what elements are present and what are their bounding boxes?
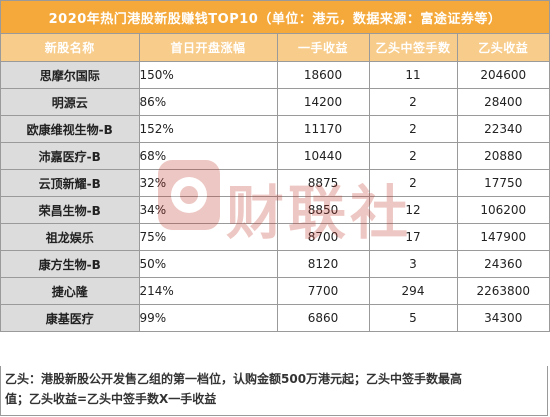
cell-stock-name: 荣昌生物-B bbox=[1, 196, 140, 224]
cell-stock-name: 祖龙娱乐 bbox=[1, 223, 140, 251]
cell-total-gain: 28400 bbox=[456, 88, 549, 116]
cell-lot-gain: 14200 bbox=[276, 88, 370, 116]
cell-total-gain: 147900 bbox=[456, 223, 549, 251]
cell-hands: 11 bbox=[368, 61, 458, 89]
spreadsheet: 2020年热门港股新股赚钱TOP10（单位：港元，数据来源：富途证券等） 新股名… bbox=[0, 0, 550, 332]
cell-open-gain: 50% bbox=[138, 250, 278, 278]
header-hands: 乙头中签手数 bbox=[368, 34, 458, 62]
footnote-line-2: 值；乙头收益=乙头中签手数X一手收益 bbox=[5, 392, 217, 406]
cell-open-gain: 99% bbox=[138, 304, 278, 332]
cell-total-gain: 204600 bbox=[456, 61, 549, 89]
cell-hands: 2 bbox=[368, 88, 458, 116]
cell-hands: 294 bbox=[368, 277, 458, 305]
footnote: 乙头：港股新股公开发售乙组的第一档位，认购金额500万港元起；乙头中签手数最高 … bbox=[0, 366, 548, 416]
cell-stock-name: 云顶新耀-B bbox=[1, 169, 140, 197]
cell-total-gain: 20880 bbox=[456, 142, 549, 170]
cell-stock-name: 捷心隆 bbox=[1, 277, 140, 305]
cell-open-gain: 68% bbox=[138, 142, 278, 170]
cell-stock-name: 欧康维视生物-B bbox=[1, 115, 140, 143]
cell-total-gain: 24360 bbox=[456, 250, 549, 278]
cell-lot-gain: 8700 bbox=[276, 223, 370, 251]
footnote-line-1: 乙头：港股新股公开发售乙组的第一档位，认购金额500万港元起；乙头中签手数最高 bbox=[5, 372, 463, 386]
cell-open-gain: 152% bbox=[138, 115, 278, 143]
cell-hands: 2 bbox=[368, 115, 458, 143]
cell-stock-name: 思摩尔国际 bbox=[1, 61, 140, 89]
cell-open-gain: 86% bbox=[138, 88, 278, 116]
cell-total-gain: 34300 bbox=[456, 304, 549, 332]
cell-lot-gain: 6860 bbox=[276, 304, 370, 332]
table-row: 祖龙娱乐 75% 8700 17 147900 bbox=[1, 223, 549, 251]
cell-hands: 3 bbox=[368, 250, 458, 278]
table-row: 明源云 86% 14200 2 28400 bbox=[1, 88, 549, 116]
header-name: 新股名称 bbox=[1, 34, 140, 62]
cell-lot-gain: 11170 bbox=[276, 115, 370, 143]
cell-lot-gain: 7700 bbox=[276, 277, 370, 305]
header-open-gain: 首日开盘涨幅 bbox=[138, 34, 278, 62]
table-row: 欧康维视生物-B 152% 11170 2 22340 bbox=[1, 115, 549, 143]
cell-hands: 17 bbox=[368, 223, 458, 251]
table-row: 捷心隆 214% 7700 294 2263800 bbox=[1, 277, 549, 305]
cell-open-gain: 150% bbox=[138, 61, 278, 89]
cell-stock-name: 沛嘉医疗-B bbox=[1, 142, 140, 170]
cell-stock-name: 康方生物-B bbox=[1, 250, 140, 278]
table-row: 云顶新耀-B 32% 8875 2 17750 bbox=[1, 169, 549, 197]
cell-stock-name: 明源云 bbox=[1, 88, 140, 116]
table-title: 2020年热门港股新股赚钱TOP10（单位：港元，数据来源：富途证券等） bbox=[1, 1, 549, 34]
ipo-table: 新股名称 首日开盘涨幅 一手收益 乙头中签手数 乙头收益 思摩尔国际 150% 18… bbox=[1, 34, 549, 332]
cell-lot-gain: 18600 bbox=[276, 61, 370, 89]
table-row: 思摩尔国际 150% 18600 11 204600 bbox=[1, 61, 549, 89]
cell-open-gain: 32% bbox=[138, 169, 278, 197]
cell-hands: 12 bbox=[368, 196, 458, 224]
cell-hands: 5 bbox=[368, 304, 458, 332]
cell-open-gain: 214% bbox=[138, 277, 278, 305]
cell-hands: 2 bbox=[368, 169, 458, 197]
header-row: 新股名称 首日开盘涨幅 一手收益 乙头中签手数 乙头收益 bbox=[1, 34, 549, 62]
cell-lot-gain: 10440 bbox=[276, 142, 370, 170]
cell-total-gain: 22340 bbox=[456, 115, 549, 143]
table-row: 康基医疗 99% 6860 5 34300 bbox=[1, 304, 549, 332]
cell-total-gain: 106200 bbox=[456, 196, 549, 224]
table-body: 思摩尔国际 150% 18600 11 204600 明源云 86% 14200 2 28400 欧… bbox=[1, 61, 549, 332]
cell-total-gain: 2263800 bbox=[456, 277, 549, 305]
cell-total-gain: 17750 bbox=[456, 169, 549, 197]
cell-open-gain: 34% bbox=[138, 196, 278, 224]
cell-open-gain: 75% bbox=[138, 223, 278, 251]
header-total-gain: 乙头收益 bbox=[456, 34, 549, 62]
table-row: 荣昌生物-B 34% 8850 12 106200 bbox=[1, 196, 549, 224]
header-lot-gain: 一手收益 bbox=[276, 34, 370, 62]
cell-stock-name: 康基医疗 bbox=[1, 304, 140, 332]
table-row: 康方生物-B 50% 8120 3 24360 bbox=[1, 250, 549, 278]
cell-hands: 2 bbox=[368, 142, 458, 170]
cell-lot-gain: 8850 bbox=[276, 196, 370, 224]
cell-lot-gain: 8120 bbox=[276, 250, 370, 278]
table-row: 沛嘉医疗-B 68% 10440 2 20880 bbox=[1, 142, 549, 170]
cell-lot-gain: 8875 bbox=[276, 169, 370, 197]
